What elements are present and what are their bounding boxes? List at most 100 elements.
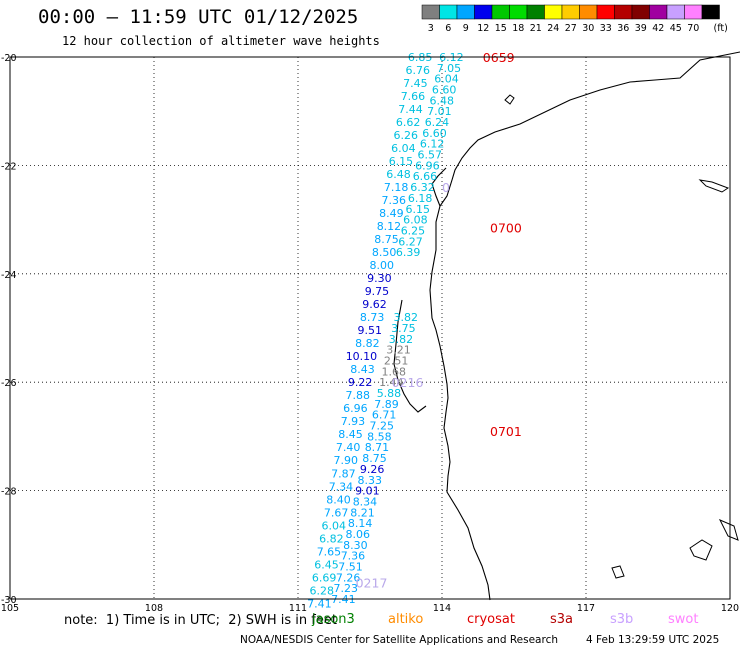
wave-height-value: 7.45 (403, 77, 428, 90)
lon-tick-label: 120 (721, 603, 739, 614)
island-a (504, 94, 515, 105)
wave-height-value: 7.44 (398, 103, 423, 116)
altimeter-tracks: 6.856.767.457.667.446.626.266.046.156.48… (307, 51, 464, 610)
wave-height-value: 7.93 (341, 415, 366, 428)
colorbar-tick-label: 24 (547, 23, 559, 34)
wave-height-value: 7.36 (382, 194, 407, 207)
colorbar-tick-label: 33 (600, 23, 612, 34)
wave-height-value: 9.75 (365, 285, 390, 298)
wave-height-value: 8.40 (326, 493, 351, 506)
wave-height-value: 7.65 (317, 545, 342, 558)
credit-line: NOAA/NESDIS Center for Satellite Applica… (240, 634, 558, 646)
colorbar-tick-label: 21 (530, 23, 542, 34)
shark-bay-peninsula (393, 299, 427, 413)
wave-height-value: 9.30 (367, 272, 392, 285)
wave-height-value: 6.15 (389, 155, 414, 168)
colorbar-swatch (701, 4, 720, 20)
pass-time-label: 0700 (490, 221, 522, 236)
legend-s3b: s3b (610, 612, 634, 627)
wave-height-value: 7.40 (336, 441, 361, 454)
colorbar-tick-label: 6 (445, 23, 451, 34)
color-scale-legend: 3 6 9 12 15 18 21 24 27 30 33 36 39 42 45 70 (ft) (421, 4, 728, 34)
lat-tick-label: -24 (1, 270, 17, 281)
wave-height-value: 8.12 (377, 220, 402, 233)
colorbar-tick-label: 70 (687, 23, 699, 34)
wave-height-value: 6.45 (314, 558, 339, 571)
wave-height-value: 6.57 (418, 149, 443, 162)
map-frame (9, 56, 731, 600)
map-title: 00:00 – 11:59 UTC 01/12/2025 (38, 6, 359, 28)
australia-coastline (429, 51, 740, 601)
wave-height-value: 7.41 (307, 597, 332, 610)
colorbar-tick-label: 9 (463, 23, 469, 34)
wave-height-value: 5.88 (377, 387, 402, 400)
wave-height-value: 3.82 (389, 333, 414, 346)
wave-height-value: 7.51 (338, 560, 363, 573)
wave-height-value: 7.87 (331, 467, 356, 480)
colorbar-tick-label: 39 (635, 23, 647, 34)
legend-jason3: jason3 (312, 612, 355, 627)
wave-height-value: 6.69 (312, 571, 337, 584)
wave-height-value: 3.82 (394, 311, 419, 324)
wave-height-value: 7.18 (384, 181, 409, 194)
legend-s3a: s3a (550, 612, 574, 627)
pass-time-label: 0701 (490, 424, 522, 439)
wave-height-value: 8.14 (348, 517, 373, 530)
pass-time-label: 0217 (356, 576, 388, 591)
wave-height-value: 8.49 (379, 207, 404, 220)
wave-height-value: 7.26 (336, 571, 361, 584)
wave-height-value: 9.51 (358, 324, 383, 337)
legend-swot: swot (668, 612, 699, 627)
wave-height-value: 1.68 (382, 365, 407, 378)
wave-height-value: 6.25 (401, 224, 426, 237)
wave-height-value: 6.60 (422, 127, 447, 140)
pass-time-label: 0 (442, 180, 450, 195)
pass-time-label: 0216 (392, 375, 424, 390)
wave-height-value: 8.33 (358, 474, 383, 487)
colorbar-tick-label: 18 (512, 23, 524, 34)
colorbar-tick-label: 12 (477, 23, 489, 34)
wave-height-value: 6.62 (396, 116, 421, 129)
wave-height-value: 7.34 (329, 480, 354, 493)
wave-height-value: 6.04 (322, 519, 347, 532)
wave-height-value: 8.75 (374, 233, 399, 246)
wave-height-value: 8.58 (367, 430, 392, 443)
wave-height-value: 6.39 (396, 246, 421, 259)
wave-height-value: 6.48 (430, 94, 455, 107)
colorbar-tick-label: 42 (652, 23, 664, 34)
wave-height-value: 8.45 (338, 428, 363, 441)
island-b (698, 179, 730, 193)
wave-height-value: 8.06 (346, 528, 371, 541)
wave-height-value: 9.01 (355, 485, 380, 498)
wave-height-value: 7.88 (346, 389, 371, 402)
wave-height-value: 7.36 (341, 550, 366, 563)
wave-height-value: 7.90 (334, 454, 359, 467)
lat-tick-label: -28 (1, 487, 17, 498)
colorbar-tick-label: 3 (428, 23, 434, 34)
lat-tick-label: -30 (1, 595, 17, 606)
wave-height-value: 6.26 (394, 129, 419, 142)
wave-height-value: 6.27 (398, 235, 423, 248)
footer-note: note: 1) Time is in UTC; 2) SWH is in fe… (64, 613, 337, 628)
wave-height-value: 7.67 (324, 506, 349, 519)
wave-height-value: 8.71 (365, 441, 390, 454)
wave-height-value: 8.00 (370, 259, 395, 272)
wave-height-value: 8.50 (372, 246, 397, 259)
wave-height-value: 8.34 (353, 495, 378, 508)
lat-tick-label: -22 (1, 161, 17, 172)
lon-tick-label: 105 (1, 603, 19, 614)
colorbar-tick-label: 27 (565, 23, 577, 34)
wave-height-value: 8.21 (350, 506, 375, 519)
colorbar-tick-label: 15 (495, 23, 507, 34)
map-subtitle: 12 hour collection of altimeter wave hei… (62, 34, 380, 48)
generation-timestamp: 4 Feb 13:29:59 UTC 2025 (586, 634, 720, 646)
coastline (393, 51, 740, 601)
wave-height-value: 6.76 (406, 64, 431, 77)
wave-height-value: 6.96 (343, 402, 368, 415)
wave-height-value: 6.12 (420, 138, 445, 151)
lon-tick-label: 114 (433, 603, 451, 614)
colorbar-tick-label: 30 (582, 23, 594, 34)
